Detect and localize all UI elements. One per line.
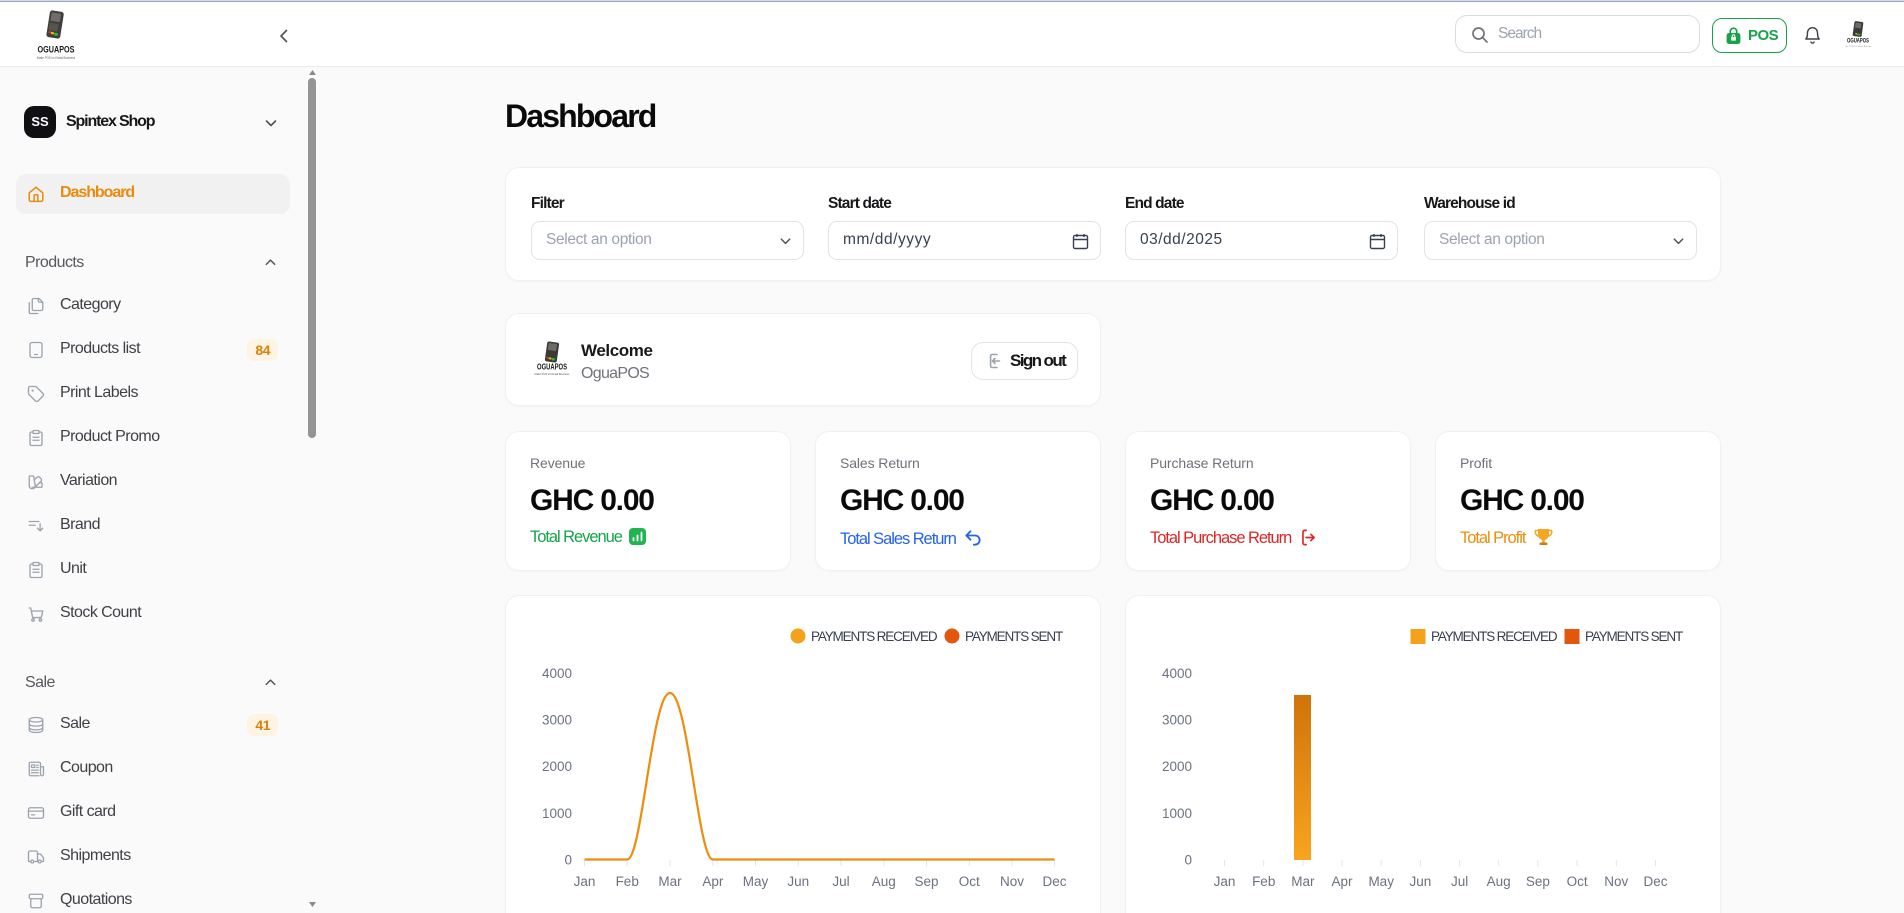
svg-text:Nov: Nov xyxy=(1604,874,1628,889)
svg-text:Jul: Jul xyxy=(832,874,849,889)
svg-text:0: 0 xyxy=(1184,853,1192,868)
svg-text:Dec: Dec xyxy=(1042,874,1066,889)
svg-text:Oct: Oct xyxy=(1567,874,1588,889)
svg-text:Dec: Dec xyxy=(1643,874,1667,889)
svg-text:Aug: Aug xyxy=(872,874,896,889)
svg-text:1000: 1000 xyxy=(542,806,572,821)
svg-text:Jun: Jun xyxy=(1410,874,1432,889)
svg-text:OGUAPOS: OGUAPOS xyxy=(1847,39,1869,45)
svg-text:Jul: Jul xyxy=(1451,874,1468,889)
svg-text:May: May xyxy=(1368,874,1394,889)
svg-text:Sep: Sep xyxy=(914,874,938,889)
svg-text:1000: 1000 xyxy=(1162,806,1192,821)
svg-text:PAYMENTS SENT: PAYMENTS SENT xyxy=(1585,629,1683,644)
svg-text:3000: 3000 xyxy=(1162,713,1192,728)
svg-text:4000: 4000 xyxy=(1162,666,1192,681)
svg-text:Make POS for Retail Business: Make POS for Retail Business xyxy=(535,372,570,376)
svg-text:Feb: Feb xyxy=(1252,874,1275,889)
svg-text:3000: 3000 xyxy=(542,713,572,728)
svg-text:Jan: Jan xyxy=(1214,874,1236,889)
svg-text:Mar: Mar xyxy=(1291,874,1315,889)
svg-text:Apr: Apr xyxy=(702,874,724,889)
svg-text:OGUAPOS: OGUAPOS xyxy=(537,363,567,372)
svg-text:Make POS for Retail Business: Make POS for Retail Business xyxy=(37,56,75,60)
svg-text:Aug: Aug xyxy=(1487,874,1511,889)
svg-text:0: 0 xyxy=(564,853,572,868)
svg-text:OGUAPOS: OGUAPOS xyxy=(38,45,75,56)
svg-text:Jan: Jan xyxy=(574,874,596,889)
svg-text:Jun: Jun xyxy=(787,874,809,889)
svg-text:Nov: Nov xyxy=(1000,874,1024,889)
svg-text:Apr: Apr xyxy=(1331,874,1353,889)
svg-text:May: May xyxy=(743,874,769,889)
svg-text:Sep: Sep xyxy=(1526,874,1550,889)
svg-text:2000: 2000 xyxy=(1162,759,1192,774)
svg-text:PAYMENTS SENT: PAYMENTS SENT xyxy=(965,629,1063,644)
svg-text:2000: 2000 xyxy=(542,759,572,774)
svg-text:Feb: Feb xyxy=(616,874,639,889)
svg-text:PAYMENTS RECEIVED: PAYMENTS RECEIVED xyxy=(1431,629,1558,644)
svg-text:Make POS for Retail Business: Make POS for Retail Business xyxy=(1845,45,1871,48)
svg-text:PAYMENTS RECEIVED: PAYMENTS RECEIVED xyxy=(811,629,938,644)
svg-text:Oct: Oct xyxy=(959,874,980,889)
svg-text:Mar: Mar xyxy=(658,874,682,889)
svg-text:4000: 4000 xyxy=(542,666,572,681)
